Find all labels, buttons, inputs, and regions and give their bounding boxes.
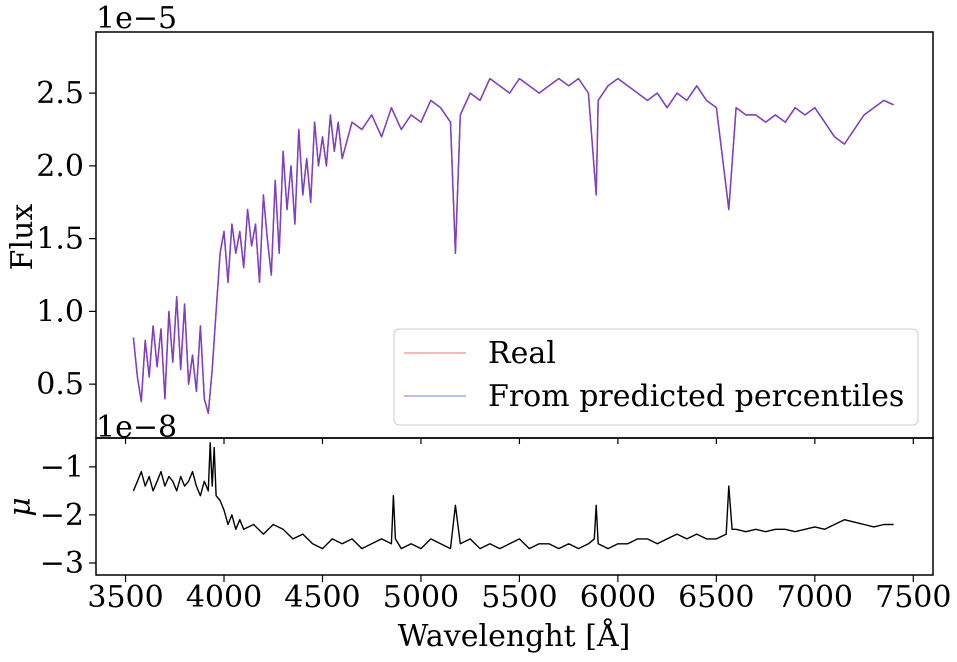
series-line-mu <box>132 442 894 550</box>
wavelength-x-tick-label: 7000 <box>777 580 853 615</box>
wavelength-x-tick-label: 3500 <box>87 580 163 615</box>
mu-panel: 1e−8 μ −1 −2 −3 3500 4000 4500 5000 5500 6000 65… <box>3 410 951 654</box>
mu-axis-label: μ <box>3 497 38 517</box>
wavelength-axis-label: Wavelenght [Å] <box>398 618 631 654</box>
legend-label-real: Real <box>488 336 556 371</box>
flux-axis-label: Flux <box>5 204 40 271</box>
flux-y-tick-label: 1.5 <box>36 222 84 257</box>
mu-panel-frame <box>95 437 934 576</box>
flux-series <box>132 77 894 414</box>
mu-y-tick-label: −2 <box>40 498 84 533</box>
flux-y-tick-label: 2.0 <box>36 149 84 184</box>
mu-y-ticks: −1 −2 −3 <box>40 450 96 581</box>
flux-y-tick-label: 2.5 <box>36 76 84 111</box>
mu-offset-label: 1e−8 <box>96 410 177 445</box>
wavelength-x-tick-label: 6500 <box>678 580 754 615</box>
legend-box <box>393 328 919 426</box>
series-line-predicted <box>132 77 894 414</box>
flux-panel: 1e−5 Flux 0.5 1.0 1.5 2.0 2.5 Real From pred… <box>5 1 934 444</box>
legend-label-predicted: From predicted percentiles <box>488 379 904 414</box>
wavelength-x-tick-label: 5500 <box>481 580 557 615</box>
mu-series <box>132 442 894 550</box>
wavelength-x-tick-label: 7500 <box>875 580 951 615</box>
flux-y-tick-label: 0.5 <box>36 367 84 402</box>
wavelength-x-tick-label: 5000 <box>383 580 459 615</box>
wavelength-x-tick-label: 4500 <box>284 580 360 615</box>
wavelength-x-tick-label: 4000 <box>186 580 262 615</box>
wavelength-x-ticks: 3500 4000 4500 5000 5500 6000 6500 7000 7500 <box>87 575 951 615</box>
flux-y-tick-label: 1.0 <box>36 294 84 329</box>
flux-y-ticks: 0.5 1.0 1.5 2.0 2.5 <box>36 76 914 444</box>
mu-y-tick-label: −3 <box>40 546 84 581</box>
wavelength-x-tick-label: 6000 <box>580 580 656 615</box>
legend: Real From predicted percentiles <box>393 328 919 426</box>
flux-offset-label: 1e−5 <box>96 1 177 36</box>
mu-y-tick-label: −1 <box>40 450 84 485</box>
